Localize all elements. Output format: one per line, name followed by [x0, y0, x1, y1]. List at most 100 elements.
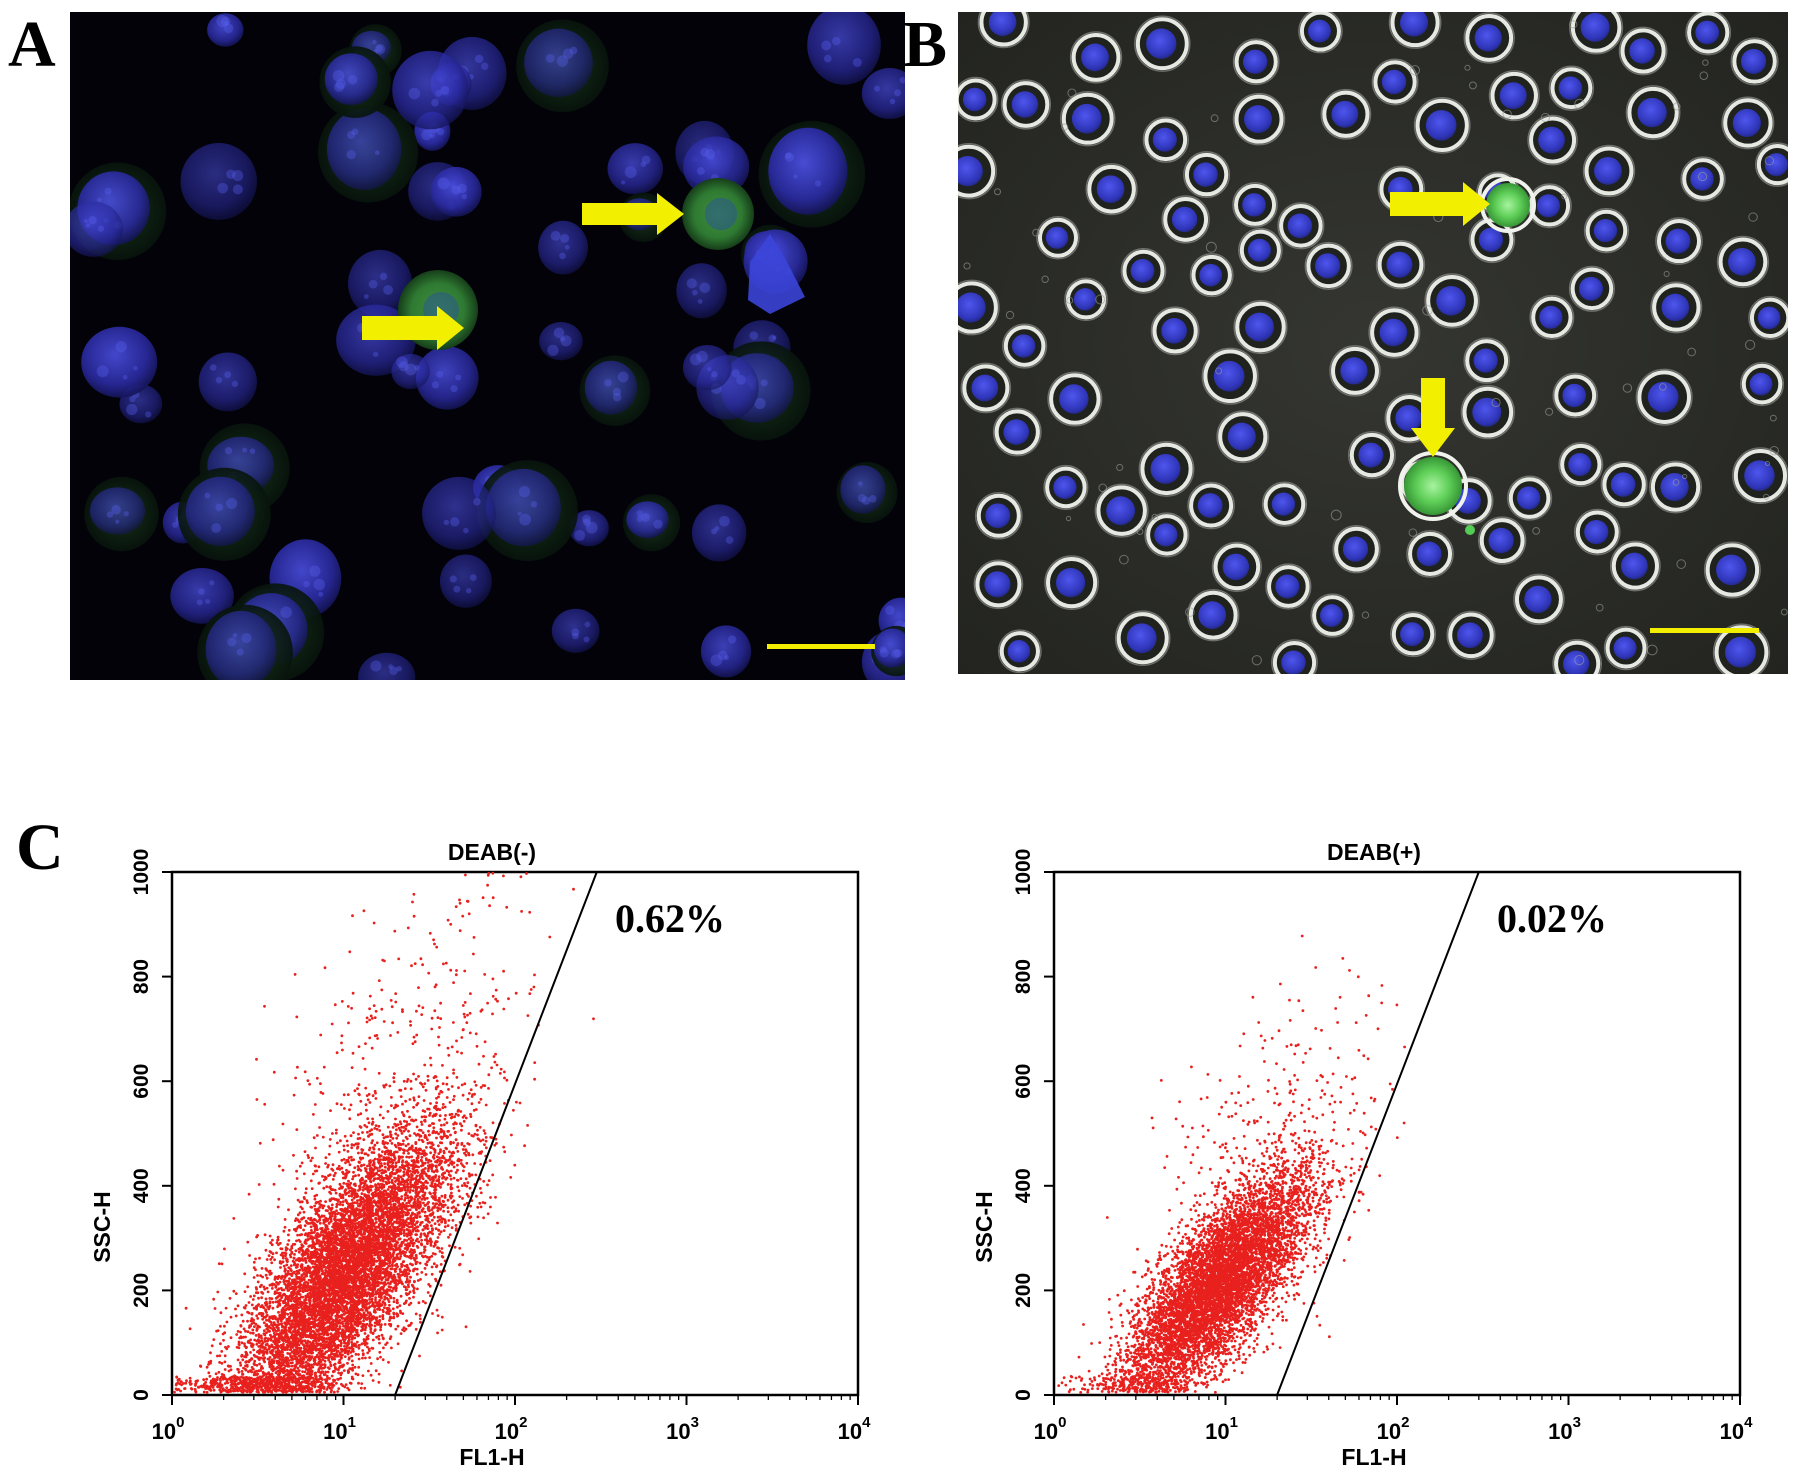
scatter-point	[489, 1196, 492, 1199]
scatter-point	[479, 1205, 483, 1209]
scatter-point	[352, 1214, 356, 1217]
scatter-point	[289, 1255, 293, 1259]
scatter-point	[373, 1157, 377, 1161]
scatter-point	[374, 1369, 378, 1373]
scatter-point	[454, 1207, 458, 1210]
scatter-point	[421, 1228, 425, 1232]
scatter-point	[337, 1377, 340, 1381]
scatter-point	[265, 1286, 269, 1290]
cell-nucleus	[807, 12, 881, 85]
scatter-point	[486, 1212, 490, 1216]
scatter-point	[482, 1216, 485, 1220]
scatter-point	[258, 1349, 262, 1353]
scatter-point	[466, 1212, 470, 1216]
debris	[1067, 88, 1077, 98]
scatter-point	[533, 1077, 536, 1081]
scatter-point	[436, 1331, 439, 1335]
scatter-point	[263, 1102, 267, 1106]
scatter-point	[406, 1078, 410, 1081]
scatter-point	[441, 1064, 444, 1067]
scatter-point	[491, 994, 495, 998]
scatter-point	[407, 1142, 410, 1146]
scatter-point	[429, 1242, 433, 1245]
scatter-point	[335, 1381, 338, 1385]
scatter-point	[282, 1264, 286, 1268]
scatter-point	[420, 1271, 424, 1274]
scatter-point	[378, 1113, 382, 1117]
scatter-point	[406, 926, 410, 930]
scatter-point	[406, 1188, 410, 1192]
scatter-point	[417, 1185, 421, 1189]
cell-ring	[1138, 441, 1195, 497]
scatter-point	[356, 1165, 360, 1168]
scatter-point	[350, 1006, 353, 1010]
cell-nucleus	[81, 326, 158, 398]
scatter-point	[264, 1248, 268, 1252]
scatter-point	[408, 1098, 412, 1101]
scatter-point	[433, 942, 436, 946]
scatter-point	[414, 1239, 418, 1243]
scatter-point	[397, 1174, 400, 1178]
scatter-point	[420, 1115, 424, 1119]
debris	[1041, 275, 1049, 283]
scatter-point	[463, 1015, 467, 1019]
scatter-point	[395, 1168, 399, 1172]
scatter-point	[464, 1325, 468, 1329]
scatter-point	[190, 1387, 194, 1391]
scatter-point	[217, 1370, 221, 1374]
debris	[1422, 305, 1433, 316]
scatter-point	[249, 1331, 253, 1335]
scatter-point	[332, 1174, 336, 1178]
scatter-point	[242, 1327, 246, 1331]
scatter-point	[360, 1192, 364, 1195]
cell-nucleus	[207, 13, 244, 47]
scatter-point	[321, 1358, 324, 1361]
arrow-b1	[1390, 182, 1490, 226]
scatter-point	[275, 1330, 278, 1333]
scatter-point	[461, 914, 465, 918]
scatter-point	[315, 1076, 319, 1080]
scatter-point	[328, 1138, 332, 1141]
cell-nucleus	[198, 352, 257, 412]
gate-percentage: 0.62%	[615, 896, 725, 941]
scatter-point	[357, 1381, 360, 1385]
scatter-point	[314, 1146, 317, 1150]
scatter-point	[390, 1289, 394, 1293]
scatter-point	[289, 1264, 293, 1267]
scatter-point	[324, 1266, 327, 1269]
cell-ring	[1114, 610, 1171, 667]
scatter-point	[359, 1169, 363, 1172]
scatter-point	[336, 1346, 340, 1350]
scatter-point	[372, 1004, 376, 1007]
scatter-point	[381, 1308, 385, 1312]
scatter-point	[330, 1206, 334, 1210]
scatter-point	[294, 1369, 298, 1373]
cell-ring	[1712, 623, 1771, 674]
scatter-point	[381, 1264, 384, 1268]
scatter-point	[335, 1128, 338, 1132]
cell-ring	[1375, 240, 1426, 290]
scatter-point	[371, 1094, 375, 1098]
scatter-point	[397, 957, 401, 961]
scatter-point	[469, 1115, 473, 1118]
scatter-point	[374, 1009, 378, 1013]
scatter-point	[357, 1045, 361, 1048]
scatter-point	[432, 1262, 436, 1266]
scatter-point	[459, 1177, 463, 1180]
cell-ring	[1187, 481, 1235, 530]
scatter-point	[334, 1191, 338, 1195]
scatter-point	[395, 1301, 399, 1304]
scatter-point	[380, 1168, 384, 1172]
cell-ring	[1271, 639, 1318, 674]
scatter-point	[229, 1336, 233, 1340]
scatter-point	[392, 1296, 396, 1300]
debris	[1561, 193, 1568, 200]
scatter-point	[255, 1057, 258, 1061]
scatter-point	[272, 1182, 276, 1186]
scatter-point	[392, 1076, 396, 1080]
scatter-point	[244, 1329, 247, 1333]
scatter-point	[318, 1206, 322, 1209]
cell-ring	[973, 559, 1024, 610]
scatter-point	[303, 1370, 307, 1374]
scatter-point	[405, 1277, 409, 1281]
